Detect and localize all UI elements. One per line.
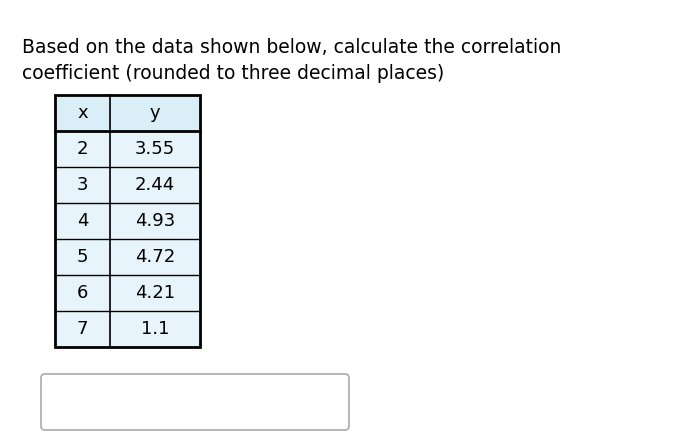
Bar xyxy=(110,167,200,203)
Bar xyxy=(55,95,200,347)
Text: 4.72: 4.72 xyxy=(135,248,175,266)
Text: Based on the data shown below, calculate the correlation: Based on the data shown below, calculate… xyxy=(22,38,561,57)
Bar xyxy=(55,95,110,131)
Text: 7: 7 xyxy=(77,320,88,338)
Text: 1.1: 1.1 xyxy=(141,320,169,338)
FancyBboxPatch shape xyxy=(41,374,349,430)
Bar xyxy=(110,239,200,275)
Text: 2: 2 xyxy=(77,140,88,158)
Text: coefficient (rounded to three decimal places): coefficient (rounded to three decimal pl… xyxy=(22,64,444,83)
Text: 6: 6 xyxy=(77,284,88,302)
Bar xyxy=(55,167,110,203)
Text: 4: 4 xyxy=(77,212,88,230)
Text: 4.21: 4.21 xyxy=(135,284,175,302)
Text: 5: 5 xyxy=(77,248,88,266)
Text: y: y xyxy=(150,104,160,122)
Bar xyxy=(55,311,110,347)
Bar xyxy=(110,311,200,347)
Bar xyxy=(55,275,110,311)
Bar xyxy=(55,131,110,167)
Text: x: x xyxy=(77,104,88,122)
Text: 2.44: 2.44 xyxy=(135,176,175,194)
Bar xyxy=(55,239,110,275)
Bar xyxy=(55,203,110,239)
Text: 3: 3 xyxy=(77,176,88,194)
Bar xyxy=(110,131,200,167)
Text: 3.55: 3.55 xyxy=(135,140,175,158)
Text: 4.93: 4.93 xyxy=(135,212,175,230)
Bar xyxy=(110,95,200,131)
Bar xyxy=(110,275,200,311)
Bar xyxy=(110,203,200,239)
